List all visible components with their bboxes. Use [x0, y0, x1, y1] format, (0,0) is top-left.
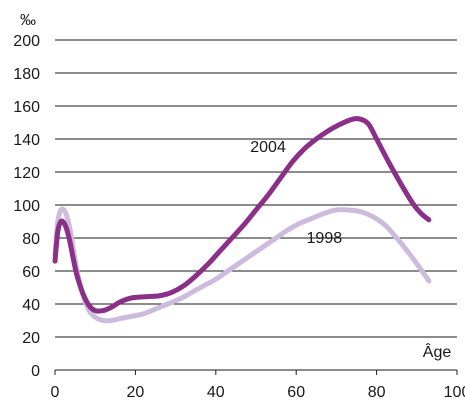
x-tick-label-60: 60: [287, 384, 305, 401]
x-tick-label-0: 0: [51, 384, 60, 401]
y-tick-label-140: 140: [13, 132, 40, 149]
grid: [55, 39, 457, 338]
x-axis-ticks: 0 20 40 60 80 100: [51, 370, 465, 401]
x-tick-label-100: 100: [444, 384, 465, 401]
y-tick-label-0: 0: [31, 363, 40, 380]
series-label-2004: 2004: [250, 139, 286, 156]
y-tick-label-20: 20: [22, 330, 40, 347]
series-line-2004: [52, 116, 432, 314]
y-tick-label-40: 40: [22, 297, 40, 314]
x-tick-label-40: 40: [207, 384, 225, 401]
y-tick-label-180: 180: [13, 66, 40, 83]
y-tick-label-120: 120: [13, 165, 40, 182]
y-tick-label-100: 100: [13, 198, 40, 215]
y-tick-label-200: 200: [13, 33, 40, 50]
y-tick-label-60: 60: [22, 264, 40, 281]
x-tick-label-20: 20: [127, 384, 145, 401]
series-layer: [52, 116, 432, 324]
y-tick-label-80: 80: [22, 231, 40, 248]
y-tick-label-160: 160: [13, 99, 40, 116]
series-labels: 2004 1998: [250, 139, 342, 247]
x-axis-title: Âge: [423, 342, 452, 361]
series-label-1998: 1998: [307, 230, 343, 247]
y-axis-title: ‰: [20, 12, 36, 29]
y-axis-ticks: 0 20 40 60 80 100 120 140 160 180 200: [13, 33, 40, 380]
x-tick-label-80: 80: [368, 384, 386, 401]
